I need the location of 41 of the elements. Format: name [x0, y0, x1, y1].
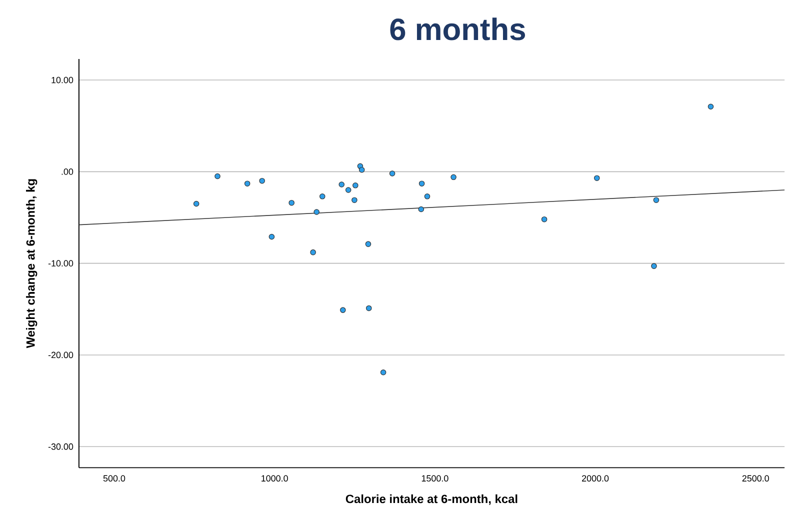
- point: [310, 250, 316, 256]
- point: [365, 241, 372, 248]
- point: [541, 216, 548, 222]
- point: [314, 209, 320, 216]
- point: [352, 182, 358, 188]
- point: [345, 187, 352, 194]
- point: [193, 201, 200, 207]
- point: [418, 206, 424, 212]
- x-tick-label: 500.0: [103, 475, 126, 482]
- point: [338, 182, 344, 188]
- y-tick-label: -20.00: [48, 352, 74, 358]
- y-tick-label: -10.00: [48, 260, 74, 267]
- x-tick-label: 1500.0: [422, 475, 448, 482]
- x-axis-title: Calorie intake at 6-month, kcal: [346, 494, 518, 506]
- point: [424, 194, 430, 200]
- point: [653, 197, 660, 204]
- point: [244, 180, 250, 187]
- point: [319, 194, 326, 200]
- point: [358, 167, 365, 173]
- y-tick-label: .00: [62, 168, 74, 176]
- point: [288, 200, 294, 206]
- point: [708, 104, 714, 110]
- point: [380, 370, 386, 376]
- x-tick-label: 1000.0: [262, 475, 288, 482]
- point: [651, 263, 657, 270]
- point: [450, 174, 456, 180]
- y-tick-label: -30.00: [48, 444, 74, 450]
- chart-title: 6 months: [390, 18, 526, 40]
- point: [594, 175, 600, 182]
- point: [268, 234, 275, 240]
- point: [389, 170, 396, 177]
- y-axis-title: Weight change at 6-month, kg: [26, 179, 38, 348]
- point: [214, 174, 220, 180]
- x-tick-label: 2000.0: [582, 475, 609, 482]
- x-tick-label: 2500.0: [742, 475, 769, 482]
- point: [366, 306, 372, 312]
- point: [259, 178, 265, 184]
- point: [352, 197, 358, 204]
- point: [340, 307, 346, 314]
- point: [418, 180, 425, 187]
- y-tick-label: 10.00: [52, 77, 74, 84]
